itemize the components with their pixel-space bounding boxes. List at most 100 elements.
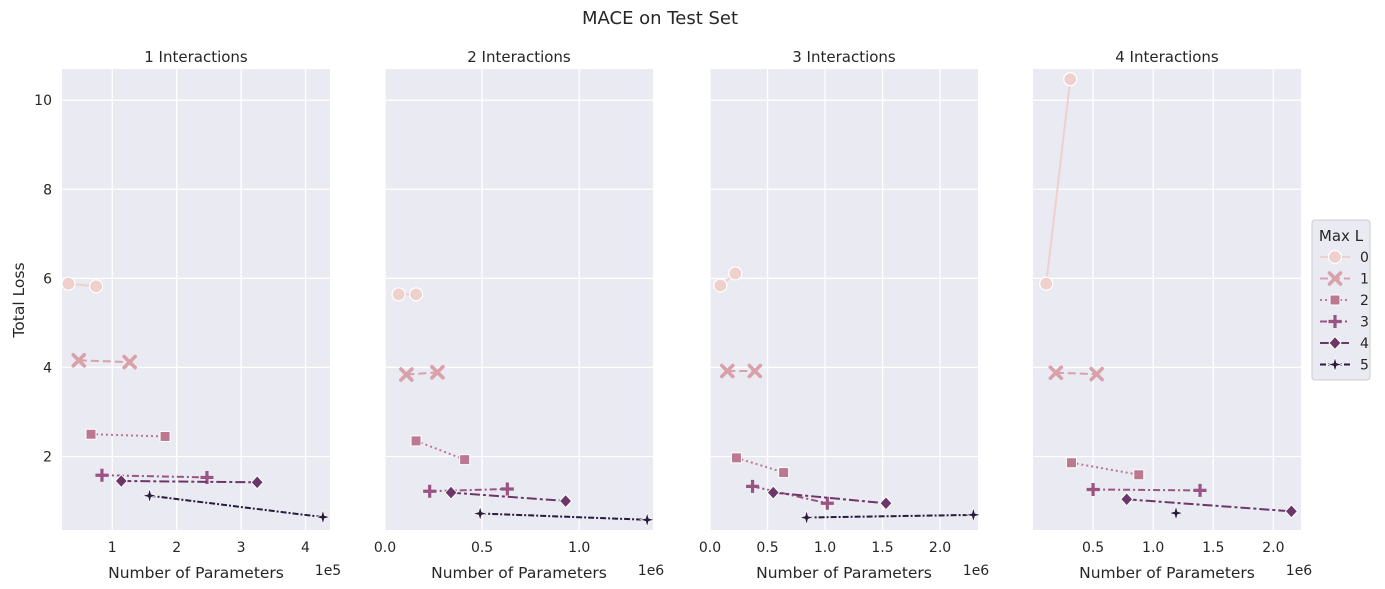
legend-label: 3 xyxy=(1360,315,1369,331)
series-1-x-marker xyxy=(122,354,137,370)
x-axis-label: Number of Parameters xyxy=(431,564,607,582)
series-line-L3 xyxy=(429,488,508,493)
series-0-circle-marker xyxy=(408,287,424,302)
series-0-circle-marker xyxy=(1063,72,1078,87)
series-line-L3 xyxy=(101,474,208,479)
figure-title: MACE on Test Set xyxy=(582,8,738,29)
series-4-diamond-marker xyxy=(766,485,780,500)
subplot-title: 1 Interactions xyxy=(144,48,248,66)
legend-circle-marker xyxy=(1327,249,1343,265)
y-tick-label: 4 xyxy=(43,360,52,376)
legend-label: 1 xyxy=(1360,272,1369,288)
x-offset-label: 1e6 xyxy=(638,563,665,579)
legend-square-marker xyxy=(1329,294,1341,306)
x-offset-label: 1e6 xyxy=(1286,563,1313,579)
plot-area xyxy=(1033,69,1301,530)
series-5-star-marker xyxy=(314,508,332,526)
x-tick-label: 0.5 xyxy=(1082,540,1104,556)
series-4-diamond-marker xyxy=(1120,492,1134,507)
series-0-circle-marker xyxy=(728,266,743,281)
series-line-L5 xyxy=(149,494,324,519)
legend-x-marker xyxy=(1327,271,1343,286)
series-0-circle-marker xyxy=(391,287,406,302)
series-2-square-marker xyxy=(1065,457,1077,469)
series-3-plus-marker xyxy=(423,484,437,498)
series-line-L5 xyxy=(806,513,974,519)
series-3-plus-marker xyxy=(1193,483,1207,497)
series-4-diamond-marker xyxy=(558,493,573,509)
series-0-circle-marker xyxy=(713,278,728,293)
series-line-L3 xyxy=(1093,488,1201,492)
plot-area xyxy=(385,69,653,530)
series-line-L2 xyxy=(415,439,465,461)
plot-area xyxy=(710,69,978,530)
legend-label: 4 xyxy=(1360,336,1369,352)
series-2-square-marker xyxy=(459,454,471,466)
subplot-4: 0.5 1.0 1.5 2.0 4 Interactions Number of Para… xyxy=(1033,48,1312,582)
series-1-x-marker xyxy=(399,367,414,382)
series-line-L4 xyxy=(121,480,258,484)
series-5-star-marker xyxy=(639,511,656,528)
x-tick-label: 2.0 xyxy=(1262,540,1284,556)
x-tick-label: 0.0 xyxy=(374,540,396,556)
x-tick-label: 2 xyxy=(172,540,181,556)
subplot-title: 4 Interactions xyxy=(1115,48,1219,66)
legend: Max L 0 1 2 3 4 5 xyxy=(1311,219,1371,381)
series-4-diamond-marker xyxy=(250,475,264,490)
series-4-diamond-marker xyxy=(114,473,128,489)
series-2-square-marker xyxy=(730,452,742,464)
series-0-circle-marker xyxy=(89,279,104,294)
series-4-diamond-marker xyxy=(1284,504,1299,519)
legend-diamond-marker xyxy=(1328,335,1342,351)
series-line-L5 xyxy=(480,512,648,521)
series-3-plus-marker xyxy=(95,468,109,482)
series-line-L1 xyxy=(1055,371,1097,376)
series-5-star-marker xyxy=(965,506,982,523)
series-3-plus-marker xyxy=(1086,482,1100,496)
series-1-x-marker xyxy=(1089,366,1104,382)
series-2-square-marker xyxy=(85,428,97,440)
series-2-square-marker xyxy=(159,430,171,442)
subplot-title: 3 Interactions xyxy=(792,48,896,66)
y-tick-label: 8 xyxy=(43,182,52,198)
series-1-x-marker xyxy=(747,363,763,379)
y-axis-label: Total Loss xyxy=(10,262,28,338)
y-tick-label: 6 xyxy=(43,271,52,287)
series-3-plus-marker xyxy=(820,496,834,510)
series-line-L3 xyxy=(752,485,828,505)
x-tick-label: 3 xyxy=(237,540,246,556)
series-line-L2 xyxy=(1071,461,1139,476)
series-1-x-marker xyxy=(430,365,445,380)
subplot-2: 0.0 0.5 1.0 2 Interactions Number of Paramet… xyxy=(374,48,664,582)
x-offset-label: 1e5 xyxy=(315,563,341,579)
x-tick-label: 0.5 xyxy=(756,540,778,556)
series-line-L2 xyxy=(90,433,166,438)
series-4-diamond-marker xyxy=(879,496,893,511)
series-line-L4 xyxy=(1126,498,1292,513)
x-tick-label: 1.0 xyxy=(814,540,836,556)
series-5-star-marker xyxy=(798,509,815,526)
series-0-circle-marker xyxy=(1039,276,1054,291)
x-tick-label: 2.0 xyxy=(929,540,951,556)
x-tick-label: 1.5 xyxy=(871,540,893,556)
series-4-diamond-marker xyxy=(444,485,458,500)
legend-label: 0 xyxy=(1360,250,1369,266)
series-2-square-marker xyxy=(778,467,790,479)
subplot-title: 2 Interactions xyxy=(467,48,571,66)
series-3-plus-marker xyxy=(746,479,760,493)
x-axis-label: Number of Parameters xyxy=(1079,564,1255,582)
legend-label: 2 xyxy=(1360,293,1369,309)
x-axis-label: Number of Parameters xyxy=(108,564,284,582)
series-0-circle-marker xyxy=(61,276,76,291)
x-tick-label: 1.0 xyxy=(1142,540,1164,556)
series-2-square-marker xyxy=(1133,469,1145,481)
series-1-x-marker xyxy=(719,363,735,379)
y-tick-label: 2 xyxy=(43,450,52,466)
x-tick-label: 0.5 xyxy=(471,540,493,556)
series-line-L1 xyxy=(78,359,130,364)
x-tick-label: 1 xyxy=(108,540,117,556)
series-line-L0 xyxy=(1045,79,1072,284)
legend-plus-marker xyxy=(1328,315,1342,328)
